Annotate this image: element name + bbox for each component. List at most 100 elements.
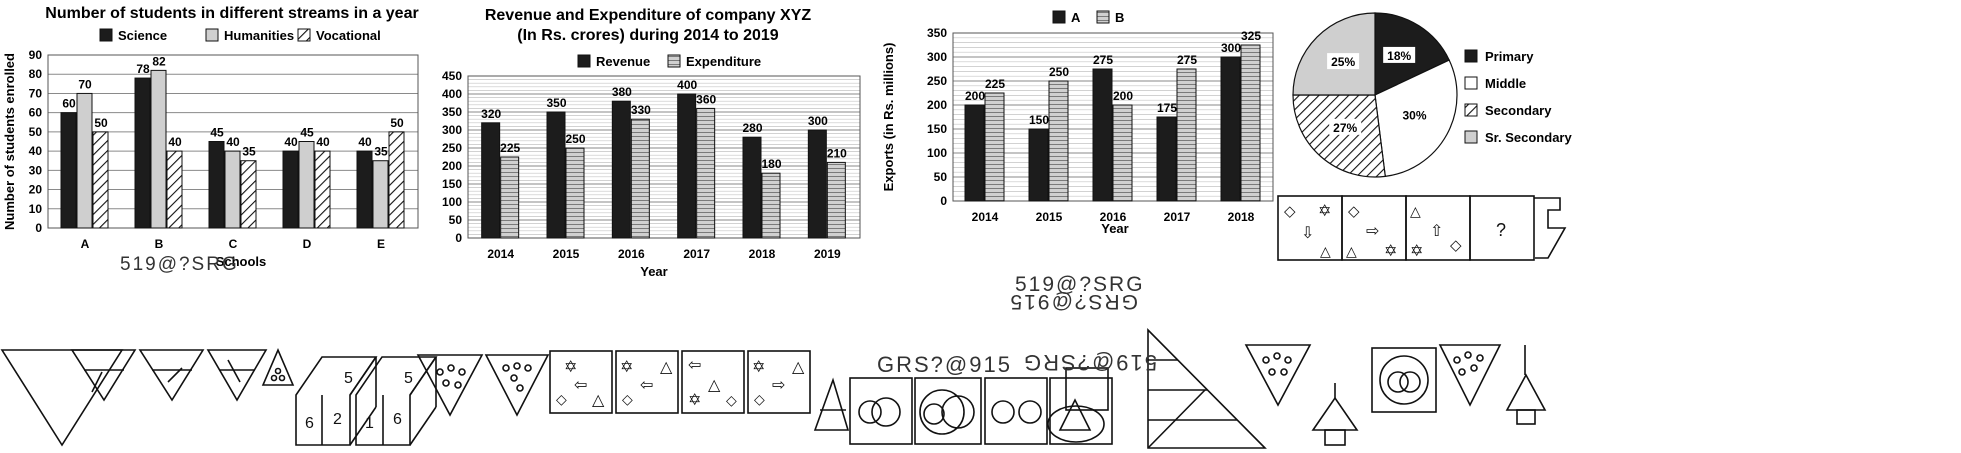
chart-revenue: Revenue and Expenditure of company XYZ (I… (420, 0, 870, 285)
svg-text:⇨: ⇨ (772, 377, 785, 394)
exports-xtick-label: 2016 (1100, 210, 1127, 224)
students-ytick-label: 90 (29, 48, 43, 62)
pie-legend-swatch (1464, 103, 1478, 117)
svg-text:△: △ (1410, 203, 1421, 219)
pie-label-bg (1398, 106, 1431, 123)
students-legend-swatch-2 (297, 28, 311, 42)
dice-1 (295, 356, 378, 446)
students-bar (166, 150, 183, 229)
revenue-legend-swatch-0 (577, 54, 591, 68)
puzzle-text-top: GRS?@915 (877, 352, 1012, 377)
exports-legend-label-0: A (1071, 10, 1081, 25)
arrow-box-4 (747, 350, 811, 414)
pie-slice (1292, 94, 1386, 178)
svg-text:⇦: ⇦ (574, 377, 587, 394)
revenue-value-label: 250 (565, 132, 585, 146)
svg-text:◇: ◇ (1284, 203, 1296, 220)
exports-value-label: 250 (1049, 65, 1069, 79)
students-xtick-label: D (303, 237, 312, 251)
revenue-xtick-label: 2018 (749, 247, 776, 261)
revenue-title: Revenue and Expenditure of company XYZ (485, 7, 812, 24)
revenue-xtick-label: 2017 (683, 247, 710, 261)
revenue-xtick-label: 2015 (553, 247, 580, 261)
dice-1-right: 2 (333, 411, 342, 428)
students-value-label: 60 (62, 97, 76, 111)
svg-text:◇: ◇ (1348, 203, 1360, 220)
students-xlabel: Schools (216, 254, 267, 269)
exports-bar (1240, 44, 1261, 202)
revenue-value-label: 300 (808, 114, 828, 128)
circle-box-2 (914, 377, 982, 445)
arrow-box-1 (549, 350, 613, 414)
students-ytick-label: 20 (29, 183, 43, 197)
dice-1-top: 5 (344, 370, 353, 387)
revenue-value-label: 225 (500, 141, 520, 155)
students-legend-swatch-0 (99, 28, 113, 42)
exports-legend-swatch-1 (1096, 10, 1110, 24)
svg-text:⇨: ⇨ (1366, 223, 1379, 240)
revenue-bar (826, 161, 846, 239)
svg-text:⇩: ⇩ (1301, 225, 1314, 242)
revenue-bar (546, 111, 566, 239)
puzzle-text-mid-right: 519@?SRG (1015, 273, 1145, 296)
exports-value-label: 175 (1157, 101, 1177, 115)
students-ytick-label: 80 (29, 67, 43, 81)
revenue-value-label: 330 (631, 103, 651, 117)
option-box-1 (1277, 195, 1343, 261)
chart-students: Number of students in different streams … (0, 0, 420, 270)
dotted-triangle-1 (416, 354, 484, 417)
students-value-label: 78 (136, 62, 150, 76)
folded-triangle-3 (206, 349, 268, 402)
exports-bar (1156, 116, 1177, 202)
svg-text:◇: ◇ (754, 391, 765, 407)
exports-value-label: 200 (965, 89, 985, 103)
pie-legend-label: Primary (1485, 49, 1534, 64)
revenue-xtick-label: 2016 (618, 247, 645, 261)
arrow-box-3 (681, 350, 745, 414)
students-value-label: 40 (226, 135, 240, 149)
exports-bar (1176, 68, 1197, 202)
students-title: Number of students in different streams … (45, 5, 418, 22)
exports-bar (1112, 104, 1133, 202)
revenue-legend-label-0: Revenue (596, 54, 650, 69)
pie-legend-label: Sr. Secondary (1485, 130, 1572, 145)
exports-bar (1028, 128, 1049, 202)
pie-value-label: 30% (1403, 109, 1427, 123)
svg-text:△: △ (792, 359, 805, 376)
exports-value-label: 325 (1241, 29, 1261, 43)
svg-text:✡: ✡ (564, 359, 577, 376)
students-xtick-label: E (377, 237, 385, 251)
exports-value-label: 275 (1093, 53, 1113, 67)
pie-value-label: 18% (1387, 49, 1411, 63)
svg-text:◇: ◇ (556, 391, 567, 407)
students-xtick-label: A (81, 237, 90, 251)
svg-text:⇦: ⇦ (688, 357, 701, 374)
exports-ytick-label: 50 (934, 170, 948, 184)
chart-exports: A B 0 50 100 150 200 250 300 350 200 225 2014 150 250 2… (875, 0, 1275, 250)
revenue-value-label: 320 (481, 107, 501, 121)
revenue-value-label: 280 (742, 121, 762, 135)
dotted-triangle-2 (484, 354, 550, 417)
chart-pie-svg: 18% 30% 27% 25% Primary Middle Secondary Sr. Se… (1292, 12, 1572, 178)
students-xtick-label: C (229, 237, 238, 251)
students-value-label: 70 (78, 77, 92, 91)
bracket-shape (1534, 197, 1567, 259)
students-ytick-label: 30 (29, 163, 43, 177)
revenue-ytick-label: 250 (442, 141, 462, 155)
pie-label-bg (1329, 118, 1362, 135)
revenue-bar (565, 147, 585, 239)
revenue-plot-frame (467, 75, 861, 239)
students-bar (240, 160, 257, 229)
pie-legend-swatch (1464, 49, 1478, 63)
students-value-label: 40 (358, 135, 372, 149)
students-xtick-label: B (155, 237, 164, 251)
revenue-bar (500, 156, 520, 239)
revenue-bar (611, 100, 631, 239)
circle-box-3 (984, 377, 1048, 445)
students-value-label: 45 (300, 126, 314, 140)
students-value-label: 35 (242, 145, 256, 159)
revenue-legend-label-1: Expenditure (686, 54, 761, 69)
revenue-xtick-label: 2019 (814, 247, 841, 261)
students-bar (356, 150, 373, 229)
exports-ytick-label: 150 (927, 122, 947, 136)
